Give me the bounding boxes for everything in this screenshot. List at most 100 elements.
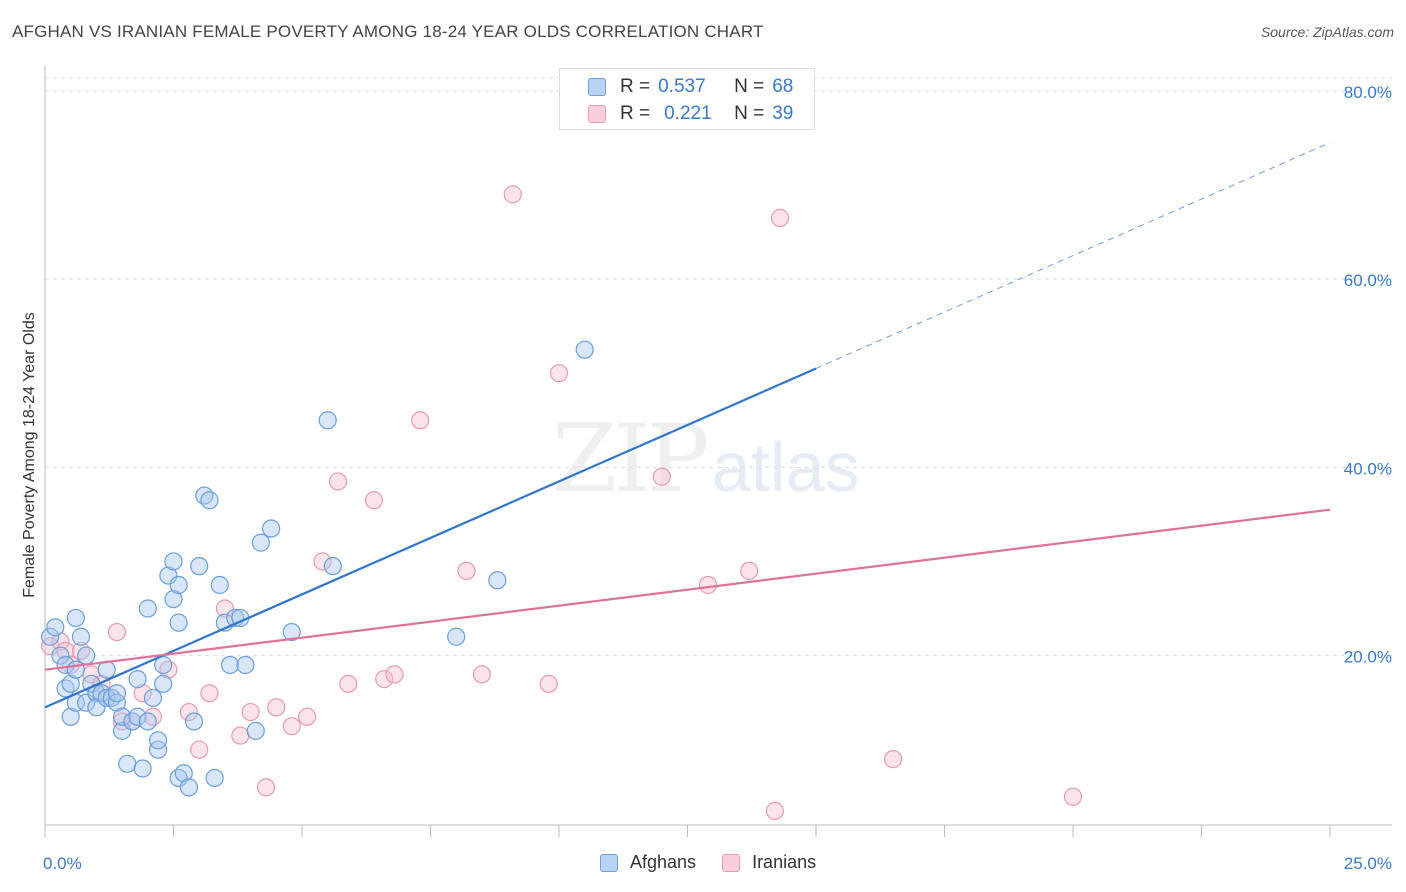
afghan-point: [51, 646, 70, 665]
afghan-point: [210, 575, 229, 595]
series-legend: Afghans Iranians: [600, 852, 842, 873]
r-value: 0.537: [658, 76, 706, 97]
r-value: 0.221: [664, 103, 712, 124]
iranian-point: [539, 674, 558, 693]
afghans-swatch: [588, 78, 606, 96]
legend-label-iranians: Iranians: [752, 852, 817, 872]
afghan-point: [71, 627, 91, 646]
iranian-point: [883, 750, 903, 769]
iranian-point: [1063, 787, 1083, 806]
afghan-point: [246, 721, 265, 740]
iranian-point: [267, 698, 286, 717]
iranian-point: [200, 684, 219, 703]
chart-title: AFGHAN VS IRANIAN FEMALE POVERTY AMONG 1…: [12, 22, 764, 41]
iranian-point: [298, 707, 317, 726]
y-tick-label: 40.0%: [1344, 459, 1392, 478]
iranian-point: [231, 726, 250, 745]
iranian-point: [770, 208, 790, 227]
afghan-point: [66, 660, 85, 679]
iranian-point: [256, 778, 276, 797]
afghan-point: [174, 764, 193, 783]
y-tick-label: 20.0%: [1344, 648, 1392, 667]
legend-item-iranians[interactable]: Iranians: [722, 852, 816, 873]
afghan-point: [220, 655, 240, 675]
stats-legend-row-iranians: R = 0.221 N = 39: [588, 102, 793, 126]
n-value: 39: [772, 103, 794, 124]
iranian-point: [765, 801, 784, 820]
iranian-point: [652, 467, 671, 486]
afghan-point: [97, 688, 116, 708]
afghan-point: [323, 557, 342, 576]
afghan-point: [61, 674, 80, 693]
afghan-point: [107, 693, 127, 712]
afghan-point: [138, 599, 157, 618]
iranian-point: [364, 491, 384, 510]
afghan-point: [282, 622, 301, 642]
stats-legend-row-afghans: R = 0.537 N = 68: [588, 75, 793, 99]
afghan-point: [190, 557, 209, 576]
afghan-point: [575, 340, 594, 359]
iranians-swatch: [722, 853, 741, 872]
watermark-zip: ZIP: [552, 405, 710, 514]
afghan-point: [112, 707, 132, 726]
y-tick-label: 80.0%: [1344, 83, 1392, 102]
afghan-point: [200, 491, 219, 510]
afghan-point: [205, 768, 224, 788]
legend-label-afghans: Afghans: [630, 852, 697, 872]
afghan-point: [447, 627, 466, 646]
iranian-point: [133, 684, 152, 703]
afghan-point: [77, 646, 96, 665]
r-label: R =: [620, 76, 651, 97]
afghan-point: [128, 670, 147, 689]
r-label: R =: [620, 103, 651, 124]
afghan-trend-line: [44, 367, 817, 709]
n-label: N =: [734, 76, 765, 97]
source-label: Source: ZipAtlas.com: [1260, 24, 1394, 40]
iranian-point: [457, 561, 476, 580]
afghan-point: [61, 707, 80, 726]
iranian-point: [313, 552, 332, 571]
afghan-point: [148, 740, 168, 759]
afghan-point: [128, 707, 147, 726]
iranian-point: [472, 665, 491, 684]
afghan-point: [118, 754, 137, 773]
afghan-point: [41, 627, 60, 646]
iranian-point: [549, 364, 569, 383]
iranian-point: [190, 740, 209, 759]
y-axis-label: Female Poverty Among 18-24 Year Olds: [21, 312, 38, 598]
afghan-point: [138, 712, 157, 731]
afghan-point: [154, 674, 173, 693]
iranian-point: [698, 575, 718, 595]
afghan-point: [133, 759, 152, 778]
iranian-point: [339, 674, 358, 693]
afghan-point: [488, 571, 507, 590]
afghan-point: [184, 712, 204, 731]
iranian-trend-line: [44, 508, 1331, 671]
afghan-point: [107, 684, 127, 703]
iranian-point: [179, 702, 199, 722]
iranian-point: [241, 702, 260, 722]
afghan-point: [262, 519, 281, 538]
legend-item-afghans[interactable]: Afghans: [600, 852, 696, 873]
n-label: N =: [734, 103, 765, 124]
iranians-swatch: [588, 105, 606, 123]
stats-legend: R = 0.537 N = 68 R = 0.221 N = 39: [559, 68, 815, 130]
iranian-point: [503, 185, 522, 204]
y-tick-label: 60.0%: [1344, 271, 1392, 290]
afghan-point: [164, 552, 183, 571]
x-tick-label: 0.0%: [43, 854, 82, 873]
afghans-swatch: [600, 853, 618, 872]
n-value: 68: [772, 76, 794, 97]
x-tick-label: 25.0%: [1344, 854, 1392, 873]
iranian-point: [411, 411, 430, 430]
iranian-point: [51, 632, 70, 651]
afghan-trend-extension: [815, 142, 1331, 369]
iranian-point: [328, 472, 348, 491]
afghan-point: [46, 618, 65, 637]
afghan-point: [318, 411, 337, 430]
iranian-point: [375, 670, 394, 689]
afghan-point: [179, 778, 199, 797]
iranian-point: [107, 622, 127, 642]
iranian-point: [282, 717, 301, 736]
